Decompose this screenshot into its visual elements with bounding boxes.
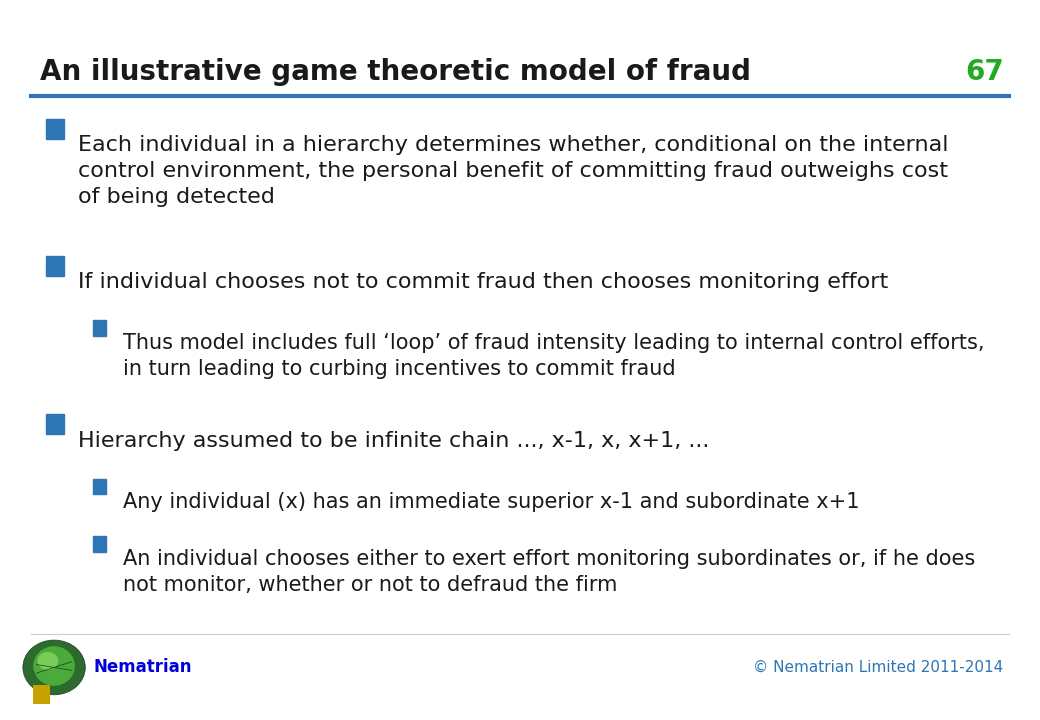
Bar xyxy=(93,479,106,494)
Bar xyxy=(93,320,106,336)
Bar xyxy=(93,536,106,552)
Ellipse shape xyxy=(37,652,58,670)
Bar xyxy=(33,685,50,704)
Text: An individual chooses either to exert effort monitoring subordinates or, if he d: An individual chooses either to exert ef… xyxy=(123,549,974,595)
Bar xyxy=(46,256,64,276)
Text: Hierarchy assumed to be infinite chain ..., x-1, x, x+1, ...: Hierarchy assumed to be infinite chain .… xyxy=(78,431,709,451)
Ellipse shape xyxy=(33,647,75,685)
Text: Each individual in a hierarchy determines whether, conditional on the internal
c: Each individual in a hierarchy determine… xyxy=(78,135,948,207)
Text: If individual chooses not to commit fraud then chooses monitoring effort: If individual chooses not to commit frau… xyxy=(78,272,888,292)
Text: Nematrian: Nematrian xyxy=(94,658,192,677)
Text: 67: 67 xyxy=(965,58,1004,86)
Bar xyxy=(46,119,64,139)
Text: Thus model includes full ‘loop’ of fraud intensity leading to internal control e: Thus model includes full ‘loop’ of fraud… xyxy=(123,333,984,379)
Text: © Nematrian Limited 2011-2014: © Nematrian Limited 2011-2014 xyxy=(753,660,1004,675)
Text: An illustrative game theoretic model of fraud: An illustrative game theoretic model of … xyxy=(40,58,751,86)
Bar xyxy=(46,414,64,434)
Text: Any individual (x) has an immediate superior x-1 and subordinate x+1: Any individual (x) has an immediate supe… xyxy=(123,492,859,512)
Ellipse shape xyxy=(23,640,85,695)
